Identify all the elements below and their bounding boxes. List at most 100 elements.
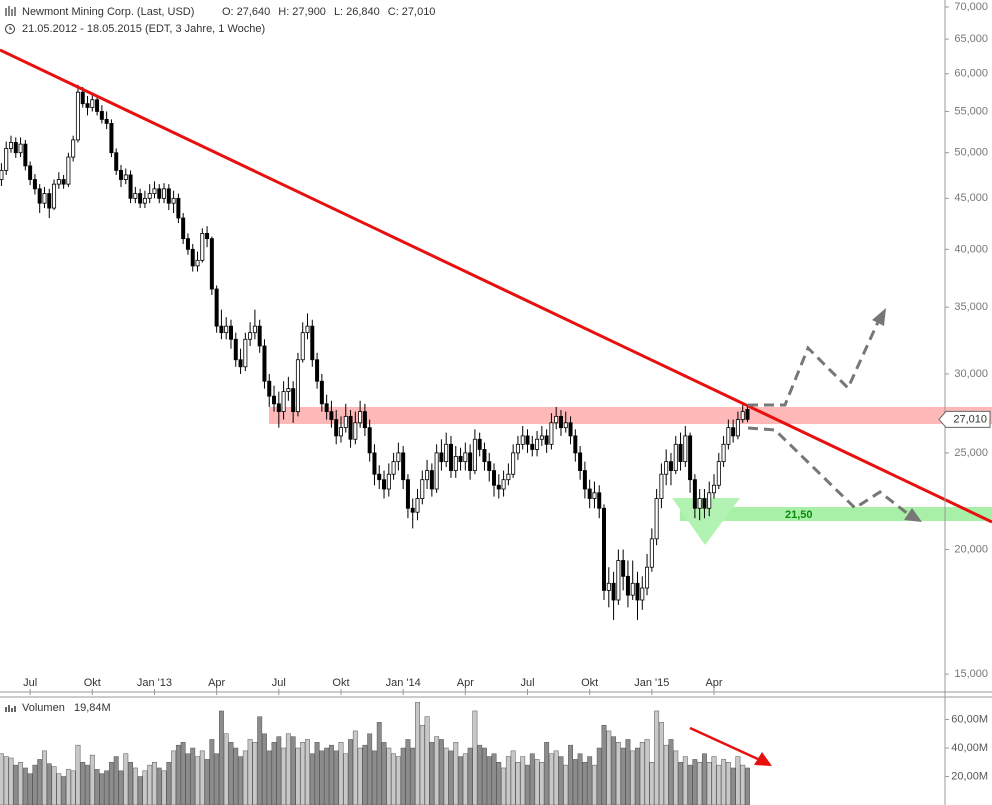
y-tick-label: 25,000 (954, 447, 988, 459)
header: Newmont Mining Corp. (Last, USD) O: 27,64… (5, 6, 435, 714)
volume-bar (328, 744, 334, 805)
volume-bar (410, 747, 416, 805)
volume-bar (505, 756, 511, 805)
y-tick-label: 20,00M (951, 770, 988, 782)
candle-body (291, 388, 296, 413)
candle-body (66, 156, 71, 185)
volume-bar (56, 773, 62, 805)
candle-body (147, 193, 152, 199)
volume-bar (682, 756, 688, 805)
candle-body (501, 479, 506, 490)
candle-body (319, 380, 324, 405)
candle-body (209, 238, 214, 290)
candle-body (668, 461, 673, 471)
candle-body (272, 395, 277, 405)
candle-body (611, 582, 616, 601)
candle-body (252, 325, 257, 334)
candle-body (334, 419, 339, 437)
volume-bar (175, 744, 181, 805)
volume-value: 19,84M (74, 702, 111, 714)
candle-body (128, 174, 133, 199)
volume-bar (238, 756, 244, 805)
candle-body (353, 422, 358, 440)
volume-bar (94, 769, 100, 805)
volume-bar (113, 756, 119, 805)
candle-body (444, 443, 449, 463)
volume-bar (400, 747, 406, 805)
icon (5, 6, 16, 16)
candle-body (0, 169, 4, 180)
volume-bar (195, 756, 200, 805)
candle-body (267, 380, 272, 397)
candle-body (281, 391, 286, 413)
candle-body (90, 99, 95, 108)
candle-body (602, 507, 607, 591)
volume-bar (13, 764, 19, 805)
header-fields: O: 27,640 H: 27,900 L: 26,840 C: 27,010 (222, 6, 435, 18)
volume-bar (276, 736, 282, 805)
volume-bar (185, 753, 191, 805)
volume-bar (209, 739, 215, 805)
support-label: 21,50 (785, 509, 813, 521)
field-label: O: (222, 6, 234, 18)
field-value: 26,840 (346, 6, 380, 18)
candle-body (434, 452, 439, 490)
candle-body (47, 193, 52, 209)
candle-body (133, 193, 138, 199)
candle-body (276, 403, 281, 413)
candle-body (472, 438, 477, 471)
volume-bar (367, 733, 373, 805)
candle-body (305, 325, 310, 334)
candle-body (558, 415, 563, 429)
candle-body (118, 169, 123, 180)
volume-bar (386, 747, 392, 805)
volume-bar (89, 754, 95, 805)
field-value: 27,900 (292, 6, 326, 18)
x-tick-label: Jan '14 (386, 677, 421, 689)
candle-body (740, 411, 745, 420)
candle-body (348, 415, 353, 440)
volume-bar (166, 762, 172, 805)
volume-bar (434, 736, 440, 805)
candle-body (338, 427, 343, 437)
candle-body (511, 452, 516, 475)
volume-bar (539, 762, 545, 805)
candle-body (8, 142, 13, 149)
volume-bar (395, 756, 401, 805)
x-tick-label: Apr (208, 677, 225, 689)
candle-body (410, 507, 415, 513)
volume-bar (0, 753, 4, 805)
candle-body (458, 455, 463, 463)
volume-bar (381, 742, 387, 805)
arrow-head (754, 752, 772, 766)
candle-body (625, 575, 630, 596)
volume-bar (218, 710, 224, 805)
candle-body (731, 427, 736, 437)
candle-body (176, 197, 181, 219)
annotations: 21,50 (0, 48, 992, 766)
volume-bar (51, 766, 57, 805)
icon (9, 26, 12, 30)
candle-body (659, 473, 664, 499)
volume-bar (740, 764, 746, 805)
candle-body (228, 325, 233, 340)
candle-body (468, 452, 473, 471)
candle-body (104, 118, 109, 124)
candle-body (716, 461, 721, 486)
icon (5, 24, 15, 34)
volume-bar (333, 750, 339, 805)
candle-body (114, 152, 119, 171)
last-price-label: 27,010 (953, 413, 987, 425)
candle-body (697, 498, 702, 509)
volume-bar (247, 739, 253, 805)
volume-bar (458, 756, 463, 805)
volume-bar (80, 762, 86, 805)
candle-body (190, 248, 195, 267)
candle-body (358, 411, 363, 424)
candle-body (205, 233, 210, 240)
candle-body (702, 498, 707, 509)
volume-bar (137, 776, 143, 805)
volume-bar (491, 753, 497, 805)
candle-body (688, 435, 693, 481)
